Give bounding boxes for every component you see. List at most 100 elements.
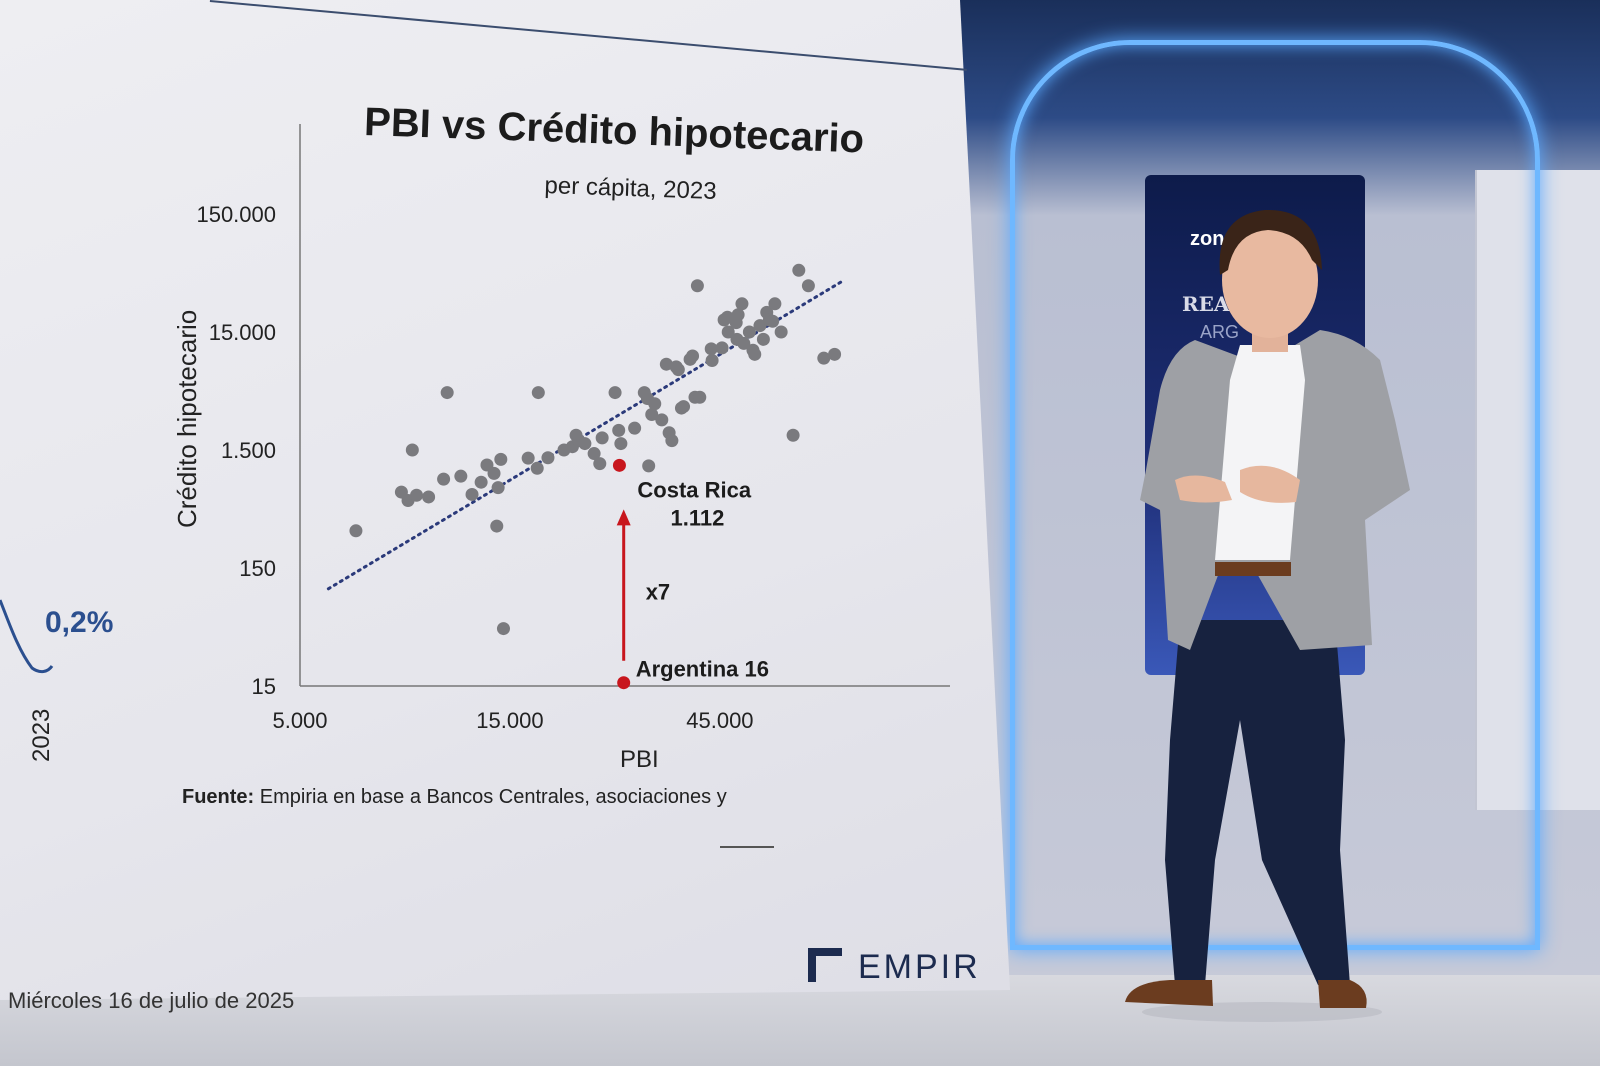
scatter-point — [437, 472, 451, 486]
scatter-point — [792, 263, 806, 277]
scatter-point — [766, 314, 780, 328]
scatter-point — [410, 488, 424, 502]
y-tick-label: 15.000 — [209, 320, 276, 345]
trendline-group — [326, 280, 843, 591]
scatter-point — [349, 524, 363, 538]
banner-logo: zon — [1190, 228, 1225, 250]
highlighted-points: Costa Rica 1.112 x7 Argentina 16 — [612, 458, 769, 690]
chart-ticks: 5.000 15.000 45.000 15 150 1.500 15.000 150.000 — [196, 202, 753, 733]
scatter-point — [530, 461, 544, 475]
costa-rica-label: Costa Rica — [637, 477, 751, 502]
scatter-point — [817, 351, 831, 365]
scatter-point — [756, 332, 770, 346]
source-note: Fuente: Empiria en base a Bancos Central… — [182, 786, 727, 809]
source-label: Fuente: — [182, 786, 255, 808]
scatter-chart: 5.000 15.000 45.000 15 150 1.500 15.000 150.000… — [0, 124, 950, 733]
scatter-point — [628, 421, 642, 435]
x-axis-label: PBI — [620, 746, 659, 773]
scatter-point — [593, 457, 607, 471]
presenter-belt — [1215, 562, 1291, 576]
presenter-hair — [1219, 209, 1322, 275]
scatter-point — [774, 325, 788, 339]
scatter-point — [490, 519, 504, 533]
scatter-point — [665, 434, 679, 448]
scatter-point — [677, 400, 691, 414]
x-tick-label: 5.000 — [272, 708, 327, 733]
scatter-point — [742, 325, 756, 339]
source-text: Empiria en base a Bancos Centrales, asoc… — [259, 786, 727, 808]
scatter-point — [671, 363, 685, 377]
costa-rica-point — [612, 458, 626, 472]
scatter-point — [801, 279, 815, 293]
scatter-point — [614, 437, 628, 451]
empiria-logo-icon — [808, 948, 842, 982]
presentation-screen — [0, 0, 1010, 1000]
right-shoe — [1318, 980, 1367, 1008]
broadcast-date: Miércoles 16 de julio de 2025 — [8, 988, 295, 1013]
scatter-point — [645, 407, 659, 421]
empiria-logo-text: EMPIR — [858, 948, 981, 986]
scatter-point — [531, 386, 545, 400]
scatter-point — [768, 297, 782, 311]
scatter-point — [705, 354, 719, 368]
y-tick-label: 1.500 — [221, 438, 276, 463]
scatter-point — [659, 357, 673, 371]
trendline — [326, 280, 843, 591]
presenter-trousers — [1165, 620, 1350, 985]
x-tick-label: 45.000 — [686, 708, 753, 733]
footer-rule — [720, 846, 774, 848]
scatter-point — [474, 475, 488, 489]
scatter-point — [748, 347, 762, 361]
scatter-point — [595, 431, 609, 445]
previous-chart-line — [0, 599, 54, 674]
scatter-point — [828, 347, 842, 361]
scatter-point — [715, 341, 729, 355]
data-points — [349, 263, 842, 636]
presenter-right-hand — [1240, 465, 1300, 503]
scatter-point — [541, 451, 555, 465]
scatter-point — [753, 319, 767, 333]
scatter-point — [704, 342, 718, 356]
scatter-point — [494, 452, 508, 466]
scatter-point — [578, 437, 592, 451]
scatter-point — [690, 279, 704, 293]
scatter-point — [587, 447, 601, 461]
scatter-point — [608, 386, 622, 400]
scatter-point — [422, 490, 436, 504]
scatter-point — [642, 459, 656, 473]
y-tick-label: 150 — [239, 556, 276, 581]
scatter-point — [721, 325, 735, 339]
argentina-label: Argentina 16 — [636, 657, 769, 682]
scatter-point — [491, 481, 505, 495]
banner-subtitle: ARG — [1200, 322, 1240, 342]
neon-arch-light — [1010, 40, 1540, 950]
left-shoe — [1125, 980, 1213, 1006]
scatter-point — [648, 397, 662, 411]
scatter-point — [465, 487, 479, 501]
scatter-point — [737, 336, 751, 350]
y-tick-label: 15 — [252, 674, 276, 699]
scatter-point — [612, 423, 626, 437]
x-tick-label: 15.000 — [476, 708, 543, 733]
scatter-point — [686, 349, 700, 363]
scatter-point — [440, 386, 454, 400]
presenter-shirt — [1215, 345, 1305, 560]
scatter-point — [405, 443, 419, 457]
y-tick-label: 150.000 — [196, 202, 276, 227]
scatter-point — [786, 428, 800, 442]
scatter-point — [731, 308, 745, 322]
scatter-point — [454, 469, 468, 483]
previous-chart-value: 0,2% — [45, 606, 114, 639]
multiplier-label: x7 — [646, 579, 670, 604]
scatter-point — [521, 451, 535, 465]
presenter-face — [1222, 222, 1318, 338]
scatter-point — [693, 390, 707, 404]
costa-rica-value: 1.112 — [671, 505, 725, 530]
scatter-point — [487, 466, 501, 480]
presenter-left-hand — [1175, 475, 1232, 503]
multiplier-arrow-head — [616, 509, 631, 526]
argentina-point — [617, 676, 631, 690]
scatter-point — [496, 622, 510, 636]
scatter-point — [735, 297, 749, 311]
